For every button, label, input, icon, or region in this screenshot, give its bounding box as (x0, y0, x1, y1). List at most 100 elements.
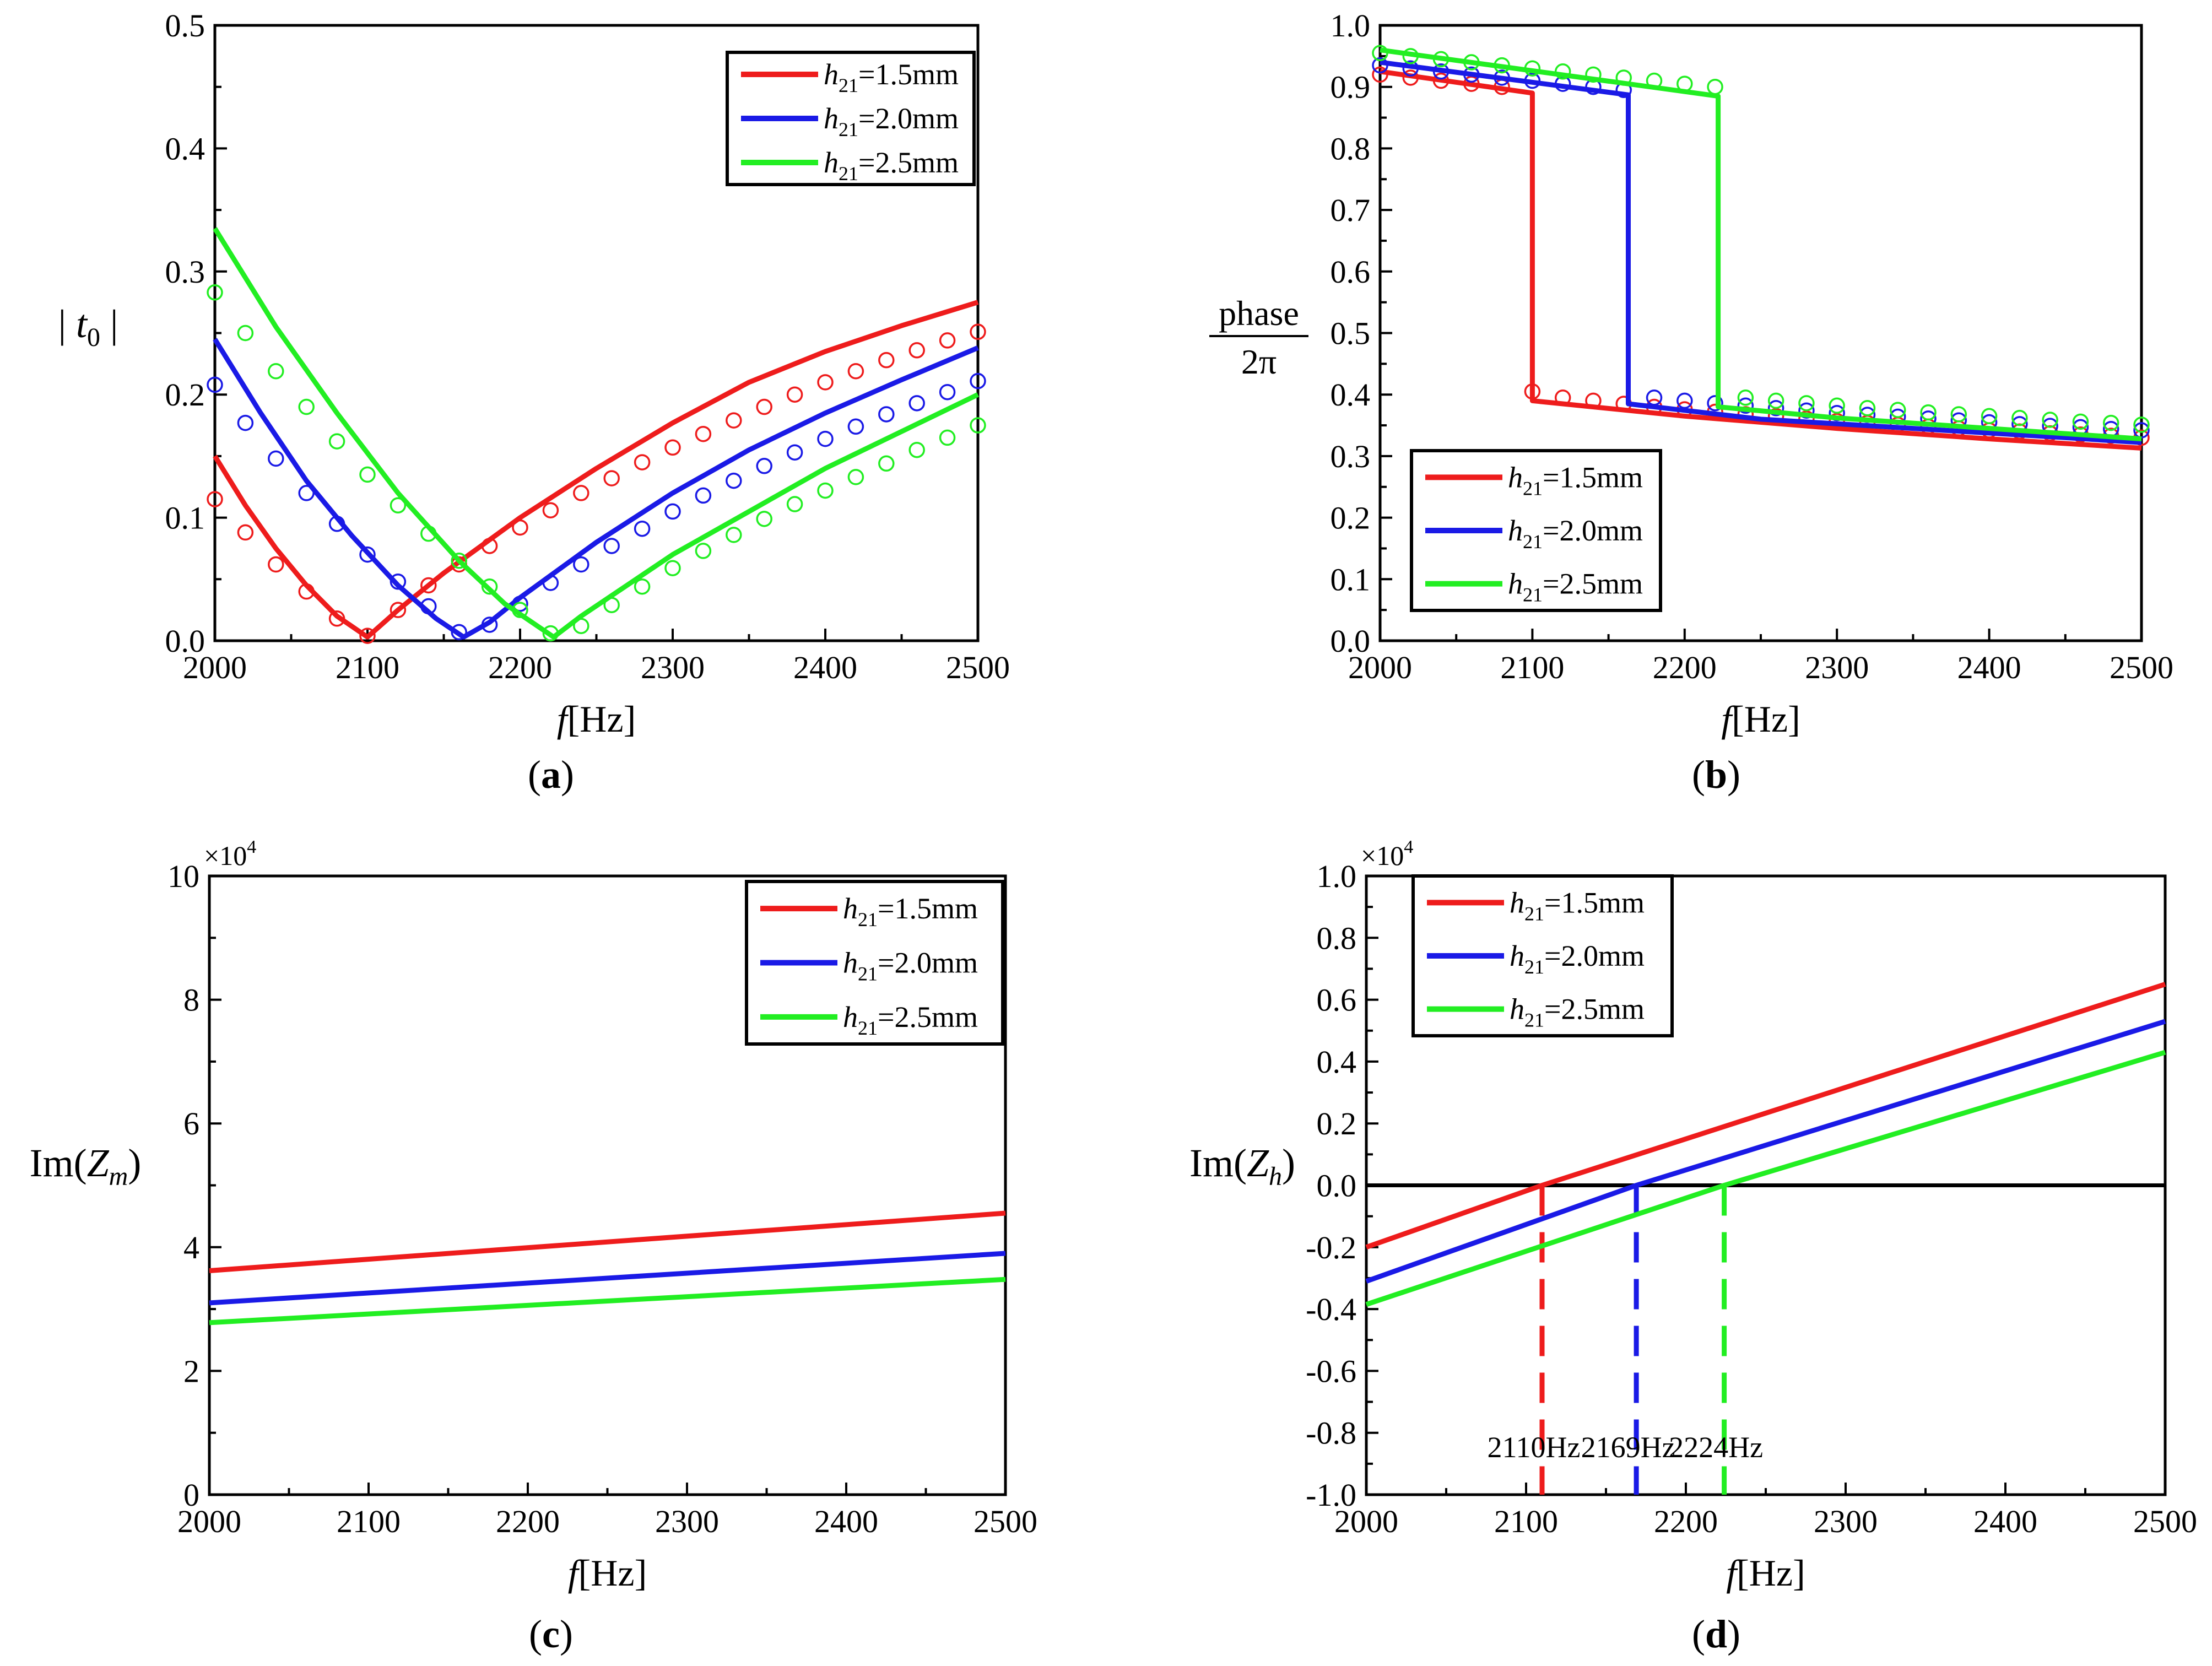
legend-var: h (1508, 567, 1523, 601)
panel-label: (a) (528, 753, 574, 797)
paren: ) (1727, 1612, 1740, 1656)
x-tick-label: 2000 (1334, 1503, 1398, 1539)
data-point (1920, 404, 1937, 421)
data-point (207, 491, 223, 507)
data-point (908, 441, 925, 458)
data-point (328, 610, 345, 627)
x-label-unit: [Hz] (1737, 1552, 1805, 1594)
y-tick-label: 0.1 (1331, 561, 1371, 597)
data-point (664, 439, 681, 456)
y-tick-label: -0.4 (1306, 1291, 1356, 1327)
legend-sub: 21 (1523, 531, 1543, 553)
y-label-var: Z (87, 1141, 110, 1185)
data-point (878, 406, 895, 423)
data-point (1798, 395, 1815, 412)
data-point (847, 418, 864, 435)
data-point (970, 372, 986, 390)
legend-entry: h21=1.5mm (1510, 886, 1645, 924)
x-tick-label: 2000 (1348, 650, 1412, 685)
legend-rest: =2.0mm (1544, 939, 1645, 972)
chart-panel-c: 2000 2100 2200 2300 2400 25000246810×104f[Hz]… (30, 837, 1037, 1656)
y-tick-label: 0.3 (165, 254, 205, 290)
y-label-bar: | (58, 302, 76, 346)
x-tick-label: 2400 (1957, 650, 2021, 685)
series-line (1380, 47, 2142, 442)
data-point (1707, 395, 1723, 412)
data-point (664, 560, 681, 576)
data-point (1494, 57, 1510, 74)
x-tick-label: 2100 (1494, 1503, 1558, 1539)
data-point (268, 450, 284, 467)
data-point (542, 502, 559, 518)
y-label-sub: h (1269, 1162, 1282, 1191)
x-tick-label: 2300 (1814, 1503, 1878, 1539)
data-point (878, 351, 895, 369)
series-line (1365, 1019, 2166, 1284)
y-tick-label: -0.6 (1306, 1353, 1356, 1389)
y-tick-label: 0.8 (1317, 920, 1357, 956)
y-label-var: t (76, 302, 88, 346)
data-point (481, 616, 498, 633)
data-point (420, 598, 437, 615)
data-point (1737, 397, 1754, 414)
legend-entry: h21=2.5mm (1510, 993, 1645, 1031)
y-scale-factor: ×104 (1361, 837, 1413, 871)
legend-entry: h21=2.5mm (843, 1000, 978, 1039)
data-point (939, 429, 956, 446)
data-point (512, 602, 528, 618)
data-point (756, 458, 772, 474)
data-point (1554, 63, 1571, 80)
data-point (970, 323, 986, 340)
data-point (1676, 392, 1693, 409)
legend-rest: =1.5mm (878, 892, 978, 925)
legend-var: h (824, 58, 839, 91)
y-tick-label: 0.7 (1331, 192, 1371, 228)
legend-entry: h21=2.0mm (843, 946, 978, 985)
panel-letter: b (1705, 753, 1727, 797)
legend-rest: =2.0mm (858, 102, 959, 135)
data-point (817, 482, 834, 499)
legend-rest: =1.5mm (858, 58, 959, 91)
x-axis-label: f[Hz] (568, 1552, 647, 1594)
x-axis-label: f[Hz] (1721, 698, 1800, 740)
legend-rest: =1.5mm (1544, 886, 1645, 919)
x-axis-label: f[Hz] (1726, 1552, 1805, 1594)
y-tick-label: 0.2 (165, 377, 205, 413)
data-point (390, 602, 407, 618)
legend-rest: =2.5mm (878, 1000, 978, 1034)
data-point (268, 556, 284, 573)
legend-sub: 21 (858, 1017, 878, 1039)
y-axis-label: Im(Zh) (1189, 1141, 1295, 1191)
y-label-post: ) (128, 1141, 141, 1185)
legend-sub: 21 (1524, 1009, 1544, 1031)
data-point (359, 628, 376, 644)
legend-sub: 21 (839, 163, 858, 185)
annotation-label: 2169Hz (1581, 1431, 1675, 1464)
legend-var: h (1510, 939, 1524, 972)
data-point (1767, 400, 1784, 416)
scale-base: ×10 (204, 840, 247, 871)
chart-panel-b: 2000 2100 2200 2300 2400 2500 0.0 0.1 0.2 0.3 0.4 0… (1209, 8, 2173, 797)
data-point (756, 511, 772, 527)
legend-entry: h21=2.0mm (1510, 939, 1645, 978)
data-point (908, 395, 925, 412)
data-point (2102, 414, 2119, 431)
data-point (2011, 409, 2028, 426)
paren: ) (1727, 753, 1740, 797)
data-point (1585, 392, 1602, 409)
data-point (298, 583, 315, 600)
paren: ( (528, 753, 541, 797)
data-point (359, 466, 376, 483)
data-point (1676, 75, 1693, 92)
data-point (726, 527, 742, 543)
data-point (970, 417, 986, 434)
paren: ( (529, 1612, 542, 1656)
legend-var: h (824, 146, 839, 179)
y-label-post: ) (1282, 1141, 1295, 1185)
data-point (603, 538, 620, 554)
legend-rest: =2.5mm (858, 146, 959, 179)
y-label-pre: Im( (1189, 1141, 1247, 1185)
data-point (726, 472, 742, 489)
data-point (1646, 72, 1663, 89)
